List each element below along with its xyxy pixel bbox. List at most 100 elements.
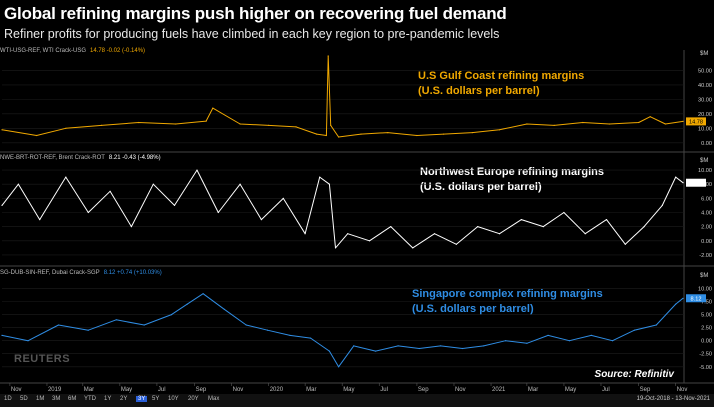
- x-tick-label: Sep: [196, 387, 207, 393]
- timeframe-button-max[interactable]: Max: [208, 396, 220, 402]
- unit-label: $M: [700, 158, 708, 164]
- timeframe-button-2y[interactable]: 2Y: [120, 396, 128, 402]
- data-point: [584, 233, 586, 235]
- data-point: [268, 124, 270, 126]
- y-tick-label: 10.00: [698, 168, 712, 174]
- annotation-line: (U.S. dollars per barrel): [418, 85, 540, 97]
- panel-header-singapore: SG-DUB-SIN-REF, Dubai Crack-SGP 8.12 +0.7…: [0, 270, 162, 276]
- timeframe-button-1d[interactable]: 1D: [4, 396, 12, 402]
- data-point: [338, 366, 340, 368]
- y-tick-label: 10.00: [698, 286, 712, 292]
- x-tick-label: Jul: [602, 387, 610, 393]
- annotation-line: (U.S. dollars per barrel): [412, 303, 534, 315]
- data-point: [440, 345, 442, 347]
- data-point: [553, 124, 555, 126]
- data-point: [498, 233, 501, 235]
- data-point: [477, 226, 479, 228]
- data-point: [319, 176, 321, 178]
- data-point: [304, 233, 306, 235]
- y-tick-label: 5.00: [701, 313, 712, 319]
- last-value-label: 8.21: [691, 181, 702, 187]
- data-point: [239, 123, 241, 125]
- timeframe-button-1m[interactable]: 1M: [36, 396, 45, 402]
- x-tick-label: 2021: [492, 387, 506, 393]
- data-point: [443, 133, 445, 135]
- data-point: [682, 182, 684, 184]
- data-point: [397, 345, 399, 347]
- y-tick-label: -2.50: [699, 352, 712, 358]
- series-value: 14.78 -0.02 (-0.14%): [90, 48, 146, 54]
- last-value-tag: [686, 294, 706, 303]
- data-point: [655, 324, 657, 326]
- data-point: [353, 345, 355, 347]
- timeframe-button-5d[interactable]: 5D: [20, 396, 28, 402]
- timeframe-button-6m[interactable]: 6M: [68, 396, 77, 402]
- data-point: [664, 123, 667, 125]
- timeframe-button-3m[interactable]: 3M: [52, 396, 61, 402]
- x-tick-label: Nov: [11, 387, 22, 393]
- data-point: [360, 133, 362, 135]
- series-name: SG-DUB-SIN-REF, Dubai Crack-SGP: [0, 270, 100, 276]
- y-tick-label: 2.00: [701, 225, 712, 231]
- data-point: [101, 124, 103, 126]
- data-point: [266, 329, 269, 331]
- data-point: [1, 334, 3, 336]
- data-point: [661, 204, 663, 206]
- y-tick-label: -5.00: [699, 365, 712, 371]
- y-tick-label: 10.00: [698, 126, 712, 132]
- unit-label: $M: [700, 51, 708, 57]
- timeframe-button-3y[interactable]: 3Y: [136, 396, 148, 402]
- data-point: [418, 347, 420, 350]
- x-tick-label: Jul: [380, 387, 388, 393]
- data-point: [295, 126, 297, 128]
- y-tick-label: -2.00: [699, 253, 712, 259]
- timeframe-button-20y[interactable]: 20Y: [188, 396, 199, 402]
- chart-title: Global refining margins push higher on r…: [4, 4, 507, 23]
- source-label: Source: Refinitiv: [594, 369, 674, 380]
- x-tick-label: 2019: [48, 387, 62, 393]
- timeframe-button-1y[interactable]: 1Y: [104, 396, 112, 402]
- data-point: [387, 132, 389, 134]
- timeframe-button-5y[interactable]: 5Y: [152, 396, 160, 402]
- data-point: [57, 324, 60, 326]
- data-point: [498, 129, 501, 131]
- data-point: [375, 350, 377, 352]
- data-point: [649, 116, 651, 118]
- series-value: 8.12 +0.74 (+10.03%): [103, 270, 162, 276]
- data-point: [65, 176, 67, 178]
- data-point: [611, 340, 614, 342]
- data-point: [130, 226, 132, 228]
- x-tick-label: Nov: [677, 387, 688, 393]
- data-point: [542, 226, 544, 228]
- panel-header-nwe: NWE-BRT-ROT-REF, Brent Crack-ROT 8.21 -0.…: [0, 155, 161, 161]
- timeframe-button-10y[interactable]: 10Y: [168, 396, 179, 402]
- series-value: 8.21 -0.43 (-4.98%): [108, 155, 161, 161]
- data-point: [675, 176, 677, 178]
- timeframe-button-ytd[interactable]: YTD: [84, 396, 96, 402]
- series-line: [1, 55, 684, 138]
- data-point: [390, 226, 392, 228]
- x-tick-label: Sep: [640, 387, 651, 393]
- x-tick-label: May: [121, 387, 132, 393]
- data-point: [196, 169, 198, 171]
- last-value-label: 14.78: [689, 119, 703, 125]
- data-point: [526, 342, 528, 344]
- x-tick-label: Jul: [158, 387, 166, 393]
- y-tick-label: 2.50: [701, 326, 712, 332]
- data-point: [638, 121, 640, 124]
- y-tick-label: 0.00: [701, 239, 712, 245]
- data-point: [433, 233, 436, 235]
- series-name: NWE-BRT-ROT-REF, Brent Crack-ROT: [0, 155, 105, 161]
- annotation-singapore: Singapore complex refining margins (U.S.…: [412, 287, 603, 317]
- y-tick-label: 7.50: [701, 300, 712, 306]
- x-tick-label: Sep: [418, 387, 429, 393]
- data-point: [1, 129, 3, 131]
- x-tick-label: May: [343, 387, 354, 393]
- x-tick-label: Mar: [306, 387, 316, 393]
- data-point: [87, 211, 89, 214]
- data-point: [115, 319, 117, 321]
- x-tick-label: 2020: [270, 387, 284, 393]
- data-point: [327, 55, 329, 57]
- annotation-usgc: U.S Gulf Coast refining margins (U.S. do…: [418, 69, 584, 99]
- y-tick-label: 6.00: [701, 196, 712, 202]
